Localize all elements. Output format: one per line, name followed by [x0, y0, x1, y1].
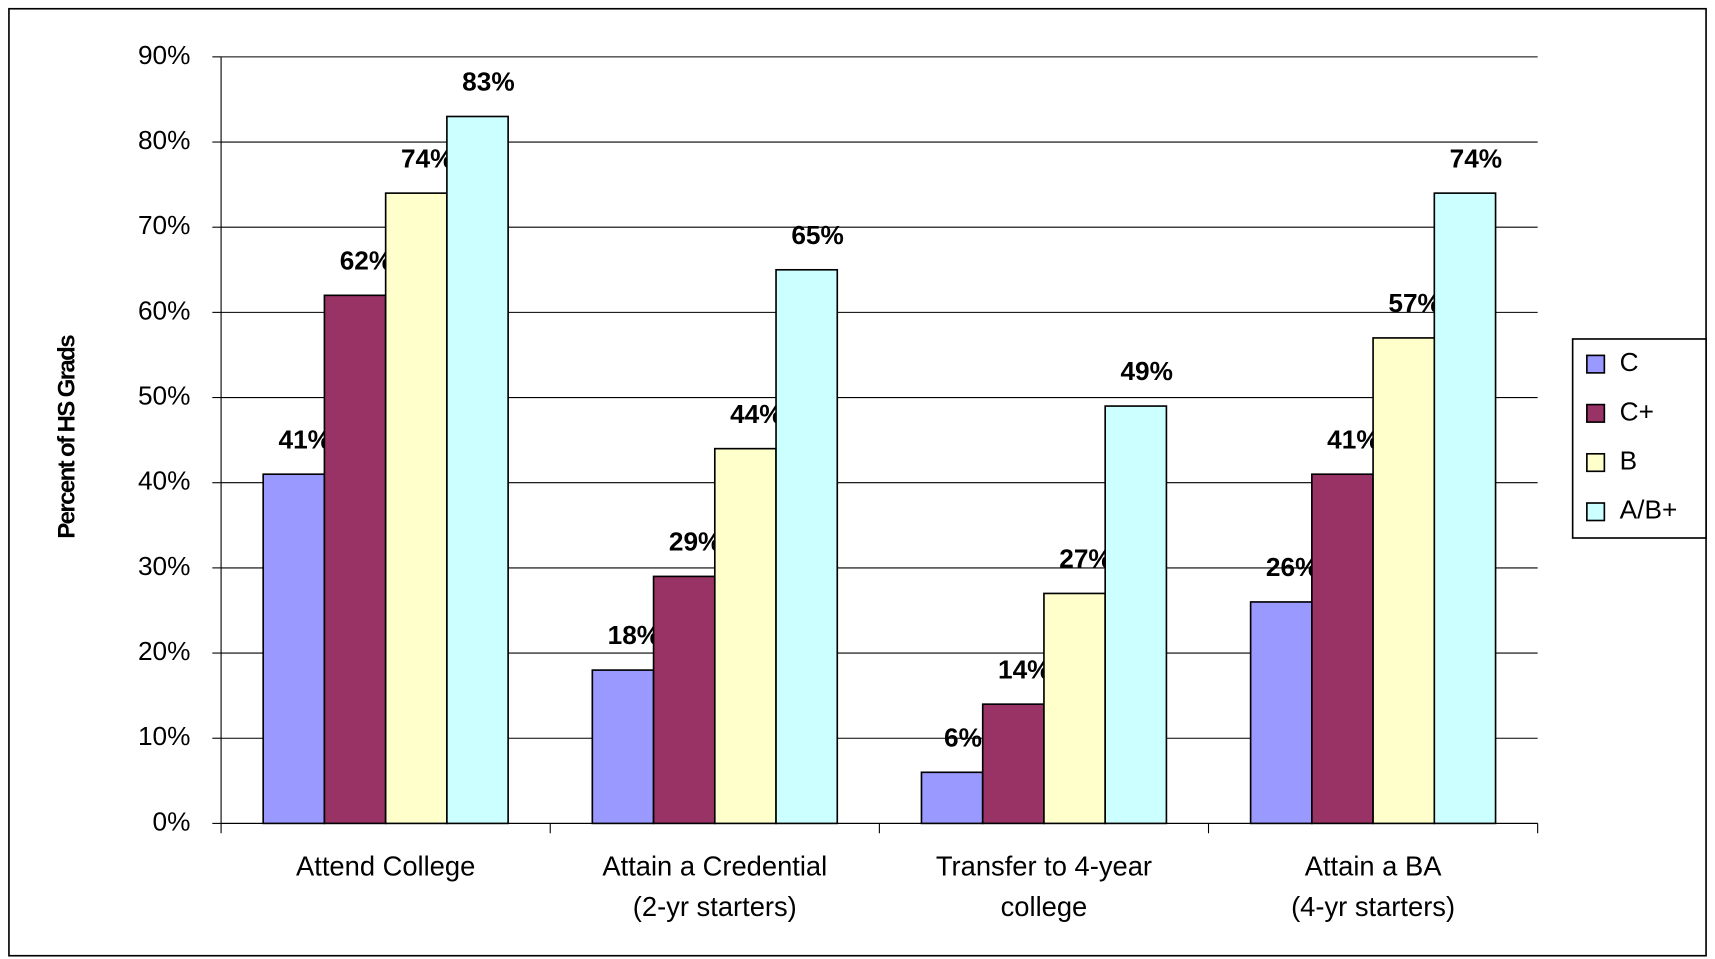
bar — [775, 268, 839, 825]
y-tick-label: 90% — [138, 40, 191, 70]
data-label: 26% — [1266, 552, 1319, 582]
legend-label: A/B+ — [1620, 495, 1678, 525]
y-tick-label: 0% — [153, 806, 191, 836]
bar — [1311, 473, 1374, 825]
data-label: 27% — [1059, 544, 1112, 574]
y-tick-label: 60% — [138, 295, 191, 325]
bar — [981, 703, 1045, 825]
data-label: 74% — [1450, 143, 1503, 173]
data-label: 6% — [944, 722, 982, 752]
x-tick-label: Attend College — [296, 850, 475, 881]
y-tick-label: 30% — [138, 551, 191, 581]
data-label: 57% — [1388, 288, 1441, 318]
bar — [1372, 337, 1436, 825]
bar — [591, 669, 655, 825]
bar — [262, 473, 326, 825]
y-tick-label: 40% — [138, 466, 191, 496]
data-label: 29% — [669, 527, 722, 557]
bar — [1043, 592, 1106, 825]
legend-swatch — [1586, 452, 1606, 473]
y-tick-label: 70% — [138, 210, 191, 240]
data-label: 65% — [791, 220, 844, 250]
legend-label: C+ — [1620, 396, 1654, 426]
y-tick-label: 50% — [138, 380, 191, 410]
x-tick-label: (4-yr starters) — [1291, 891, 1455, 922]
bar — [446, 115, 509, 825]
y-axis-label: Percent of HS Grads — [53, 335, 80, 539]
bar — [323, 294, 387, 825]
legend-swatch — [1586, 403, 1606, 423]
bar — [920, 771, 984, 825]
x-tick-label: Attain a BA — [1305, 850, 1442, 881]
data-label: 14% — [998, 654, 1051, 684]
data-label: 41% — [1327, 424, 1380, 454]
data-label: 62% — [340, 245, 393, 275]
x-tick-label: college — [1001, 891, 1088, 922]
x-tick-label: Transfer to 4-year — [936, 850, 1152, 881]
bar — [713, 447, 777, 825]
legend-swatch — [1586, 354, 1606, 374]
data-label: 74% — [401, 143, 454, 173]
bar — [652, 575, 716, 825]
data-label: 44% — [730, 399, 783, 429]
legend-label: C — [1620, 347, 1639, 377]
data-label: 49% — [1120, 356, 1173, 386]
bar — [1249, 601, 1313, 825]
bar — [1104, 405, 1168, 825]
bar — [384, 192, 448, 825]
x-tick-label: Attain a Credential — [602, 850, 827, 881]
y-tick-label: 20% — [138, 636, 191, 666]
data-label: 41% — [278, 424, 331, 454]
y-tick-label: 80% — [138, 125, 191, 155]
legend-label: B — [1620, 445, 1638, 475]
legend-swatch — [1586, 502, 1606, 522]
y-tick-label: 10% — [138, 721, 191, 751]
data-label: 83% — [462, 67, 515, 97]
data-label: 18% — [608, 620, 661, 650]
bar — [1433, 192, 1497, 825]
x-tick-label: (2-yr starters) — [633, 891, 797, 922]
